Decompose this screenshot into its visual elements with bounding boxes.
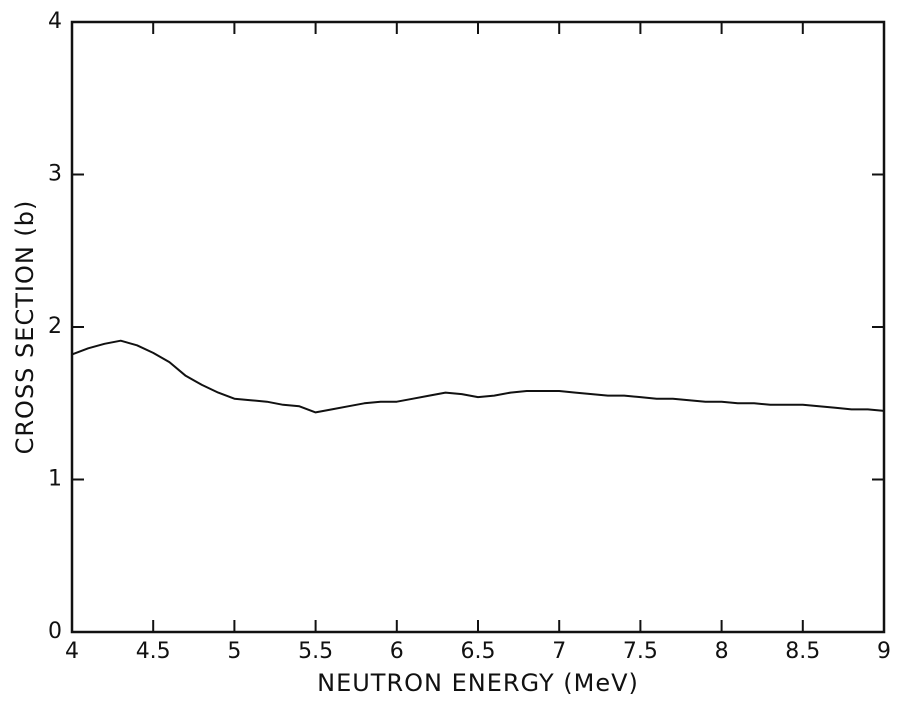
- x-tick-label: 6.5: [461, 639, 496, 664]
- y-axis-title: CROSS SECTION (b): [11, 200, 39, 455]
- x-tick-label: 8.5: [785, 639, 820, 664]
- y-tick-label: 2: [48, 314, 62, 339]
- plot-frame: [70, 20, 886, 634]
- y-tick-label: 4: [48, 9, 62, 34]
- y-tick-label: 0: [48, 619, 62, 644]
- y-tick-label: 1: [48, 467, 62, 492]
- x-tick-label: 7: [552, 639, 566, 664]
- x-tick-label: 6: [390, 639, 404, 664]
- x-tick-label: 5.5: [298, 639, 333, 664]
- x-tick-label: 4.5: [136, 639, 171, 664]
- x-tick-label: 8: [715, 639, 729, 664]
- x-tick-label: 4: [65, 639, 79, 664]
- data-line: [71, 339, 885, 414]
- x-tick-label: 5: [227, 639, 241, 664]
- y-tick-label: 3: [48, 162, 62, 187]
- x-tick-label: 9: [877, 639, 891, 664]
- x-tick-label: 7.5: [623, 639, 658, 664]
- x-axis-title: NEUTRON ENERGY (MeV): [317, 669, 639, 697]
